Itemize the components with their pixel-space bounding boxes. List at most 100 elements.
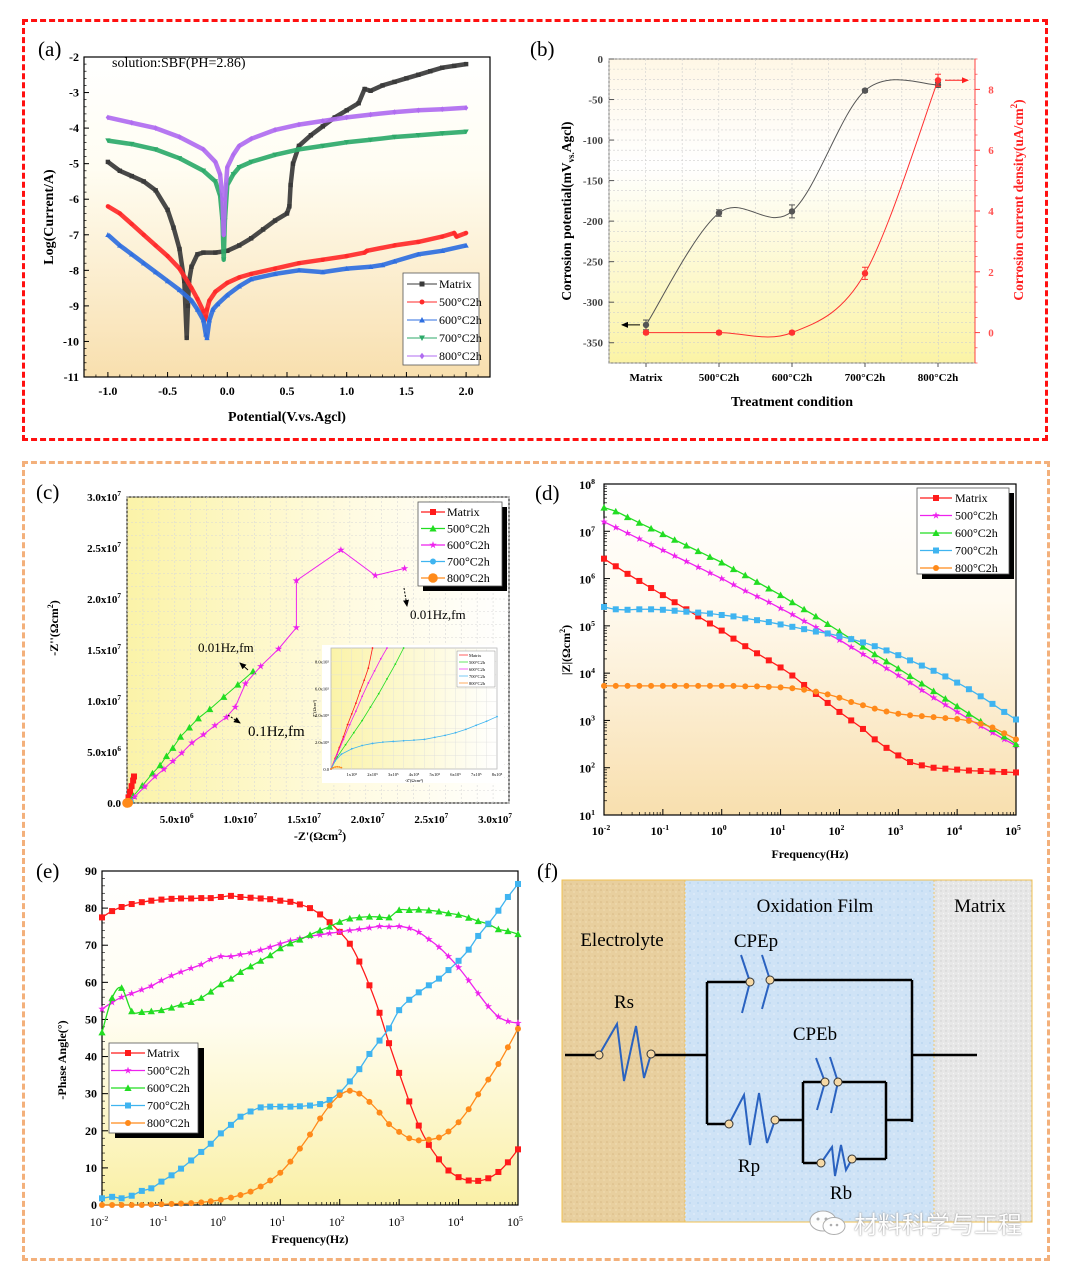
data-point: [988, 728, 997, 736]
data-point: [200, 317, 207, 323]
data-point: [918, 686, 926, 694]
region-label-oxidation-film: Oxidation Film: [757, 896, 874, 917]
data-point: [217, 1196, 224, 1203]
panel-d-label: (d): [535, 481, 560, 505]
legend-marker: [429, 541, 437, 549]
data-point: [801, 626, 808, 633]
data-point: [428, 69, 433, 74]
data-point: [624, 606, 631, 613]
y-tick-label: 3.0x107: [87, 490, 121, 504]
inset-series-line-600c2h: [330, 647, 388, 770]
data-point: [504, 1017, 512, 1025]
data-point: [977, 693, 984, 700]
data-point: [129, 173, 134, 179]
data-point: [812, 688, 819, 695]
data-point: [965, 767, 972, 774]
x-tick-label: 800°C2h: [918, 372, 958, 384]
data-point: [788, 329, 796, 336]
y-tick-label: 0: [91, 1198, 97, 1212]
data-point: [344, 114, 349, 121]
data-point: [474, 917, 482, 925]
data-point: [320, 143, 326, 149]
data-point: [346, 940, 353, 947]
data-point: [157, 976, 166, 984]
data-point: [236, 283, 242, 289]
inset-data-point: [371, 647, 374, 649]
data-point: [257, 1104, 264, 1111]
data-point: [386, 1040, 393, 1047]
data-point: [934, 77, 942, 84]
data-point: [515, 880, 521, 887]
data-point: [730, 682, 737, 689]
data-point: [267, 1177, 274, 1184]
data-point: [440, 65, 445, 70]
data-point: [753, 578, 761, 585]
data-point: [148, 1185, 155, 1192]
panel-c-y-axis-title: -Z''(Ωcm2): [46, 600, 61, 656]
data-point: [451, 230, 457, 236]
y-tick-label: 0.0: [107, 798, 121, 810]
data-point: [475, 1177, 482, 1184]
data-point: [765, 683, 772, 690]
data-point: [801, 681, 808, 688]
x-tick-label: 103: [388, 1214, 404, 1229]
data-point: [141, 782, 149, 790]
data-point: [346, 1087, 353, 1094]
panel-d-legend: Matrix 500°C2h 600°C2h 700°C2h 800°C2h: [916, 487, 1014, 579]
y-tick-label: -250: [583, 257, 604, 269]
data-point: [859, 643, 867, 650]
inset-data-point: [386, 678, 388, 680]
x-tick-label: 105: [507, 1214, 523, 1229]
data-point: [355, 913, 363, 921]
data-point: [138, 1187, 145, 1194]
legend-marker: [124, 1084, 132, 1091]
annotation-label: 0.01Hz,fm: [198, 640, 254, 655]
data-point: [118, 1202, 125, 1208]
legend-marker: [419, 299, 425, 305]
data-point: [188, 297, 195, 303]
data-point: [336, 918, 344, 925]
data-point: [362, 86, 367, 92]
data-point: [463, 129, 469, 135]
data-point: [444, 952, 453, 960]
x-tick-label: 10-2: [90, 1214, 109, 1229]
x-tick-label: 102: [828, 823, 844, 838]
circuit-wires: [565, 978, 977, 1165]
data-point: [99, 1195, 105, 1202]
data-point: [682, 557, 691, 565]
data-point: [659, 592, 666, 599]
data-point: [164, 278, 171, 284]
data-point: [883, 647, 890, 654]
data-point: [207, 298, 212, 303]
data-point: [198, 895, 205, 902]
data-point: [463, 104, 469, 111]
data-point: [415, 251, 421, 257]
data-point: [659, 606, 666, 613]
panel-d-series: [600, 504, 1020, 776]
annotation-label: 0.01Hz,fm: [410, 607, 466, 622]
data-point: [237, 893, 244, 900]
data-point: [105, 114, 111, 121]
data-point: [99, 1202, 105, 1208]
inset-data-point: [464, 728, 467, 731]
data-point: [220, 693, 228, 700]
data-point: [475, 1091, 482, 1098]
data-point: [445, 1128, 452, 1135]
data-point: [455, 1119, 462, 1126]
data-point: [248, 135, 254, 142]
data-point: [415, 1137, 422, 1144]
data-point: [906, 678, 914, 686]
data-point: [636, 577, 643, 584]
inset-data-point: [350, 747, 353, 750]
legend-marker: [125, 1102, 131, 1109]
legend-label: 600°C2h: [147, 1081, 190, 1095]
data-point: [954, 716, 961, 723]
data-point: [742, 683, 749, 690]
inset-legend-label: 500°C2h: [469, 660, 486, 665]
data-point: [801, 686, 808, 693]
data-point: [296, 261, 302, 266]
inset-data-point: [342, 738, 345, 741]
data-point: [386, 1025, 393, 1032]
data-point: [754, 650, 761, 657]
data-point: [694, 547, 702, 555]
